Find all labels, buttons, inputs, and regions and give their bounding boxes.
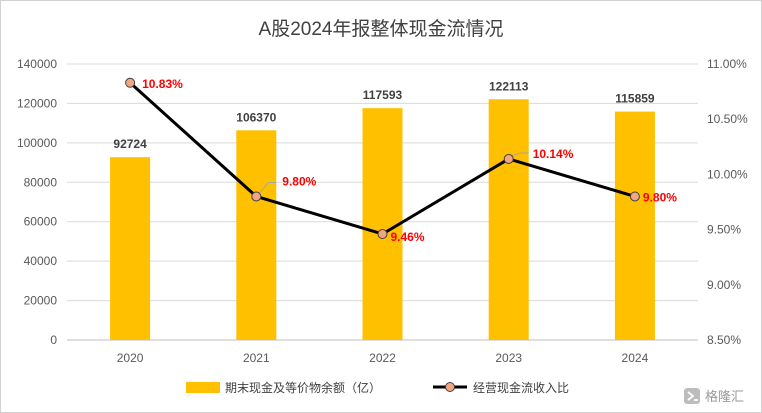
y-right-tick-label: 8.50% [707,333,741,347]
bar-series [110,99,655,340]
y-left-tick-label: 0 [50,333,57,347]
legend-line-label: 经营现金流收入比 [473,380,569,395]
bar-data-label: 122113 [489,79,529,93]
bar [362,108,403,340]
line-data-label: 9.46% [391,230,425,244]
bar-data-label: 92724 [113,137,147,151]
y-right-tick-label: 11.00% [707,57,747,71]
y-right-tick-label: 10.50% [707,112,748,126]
bar [110,157,151,340]
gelonghui-logo-icon [684,388,700,404]
x-tick-label: 2024 [622,351,649,365]
x-tick-label: 2021 [243,351,270,365]
line-point [503,153,514,164]
y-left-tick-label: 20000 [24,294,58,308]
line-point [251,191,262,202]
bar [236,130,277,340]
label-leader-line [258,181,277,194]
line-data-label: 10.83% [142,77,183,91]
line-point [377,229,388,240]
x-tick-label: 2022 [369,351,396,365]
y-left-tick-label: 60000 [24,215,58,229]
bar-data-label: 117593 [363,88,403,102]
line-data-label: 10.14% [533,147,574,161]
line-data-label: 9.80% [282,174,316,188]
y-left-tick-label: 140000 [17,57,57,71]
watermark: 格隆汇 [684,388,744,404]
watermark-text: 格隆汇 [705,389,744,404]
x-tick-label: 2023 [495,351,522,365]
data-labels: 92724 106370 117593 122113 115859 10.83% 9.80%… [113,77,677,244]
axes: 0 20000 40000 60000 80000 100000 120000 140000 8… [17,57,748,365]
legend-bar-swatch [186,382,220,393]
label-leader-line [511,152,529,157]
x-tick-label: 2020 [117,351,144,365]
line-series [125,77,640,240]
y-right-tick-label: 10.00% [707,167,748,181]
y-left-tick-label: 40000 [24,254,58,268]
bar-data-label: 106370 [236,110,276,124]
y-right-tick-label: 9.00% [707,278,741,292]
legend: 期末现金及等价物余额（亿） 经营现金流收入比 [186,380,569,395]
bar-data-label: 115859 [615,92,655,106]
y-right-tick-label: 9.50% [707,223,741,237]
legend-bar-label: 期末现金及等价物余额（亿） [225,380,381,395]
y-left-tick-label: 100000 [17,136,57,150]
bar [488,99,529,340]
line-point [125,77,136,88]
bar [614,111,655,340]
line-point [629,191,640,202]
y-left-tick-label: 80000 [24,175,58,189]
legend-line-marker [445,382,455,392]
line-data-label: 9.80% [643,190,677,204]
y-left-tick-label: 120000 [17,96,57,110]
chart-title: A股2024年报整体现金流情况 [259,18,504,40]
